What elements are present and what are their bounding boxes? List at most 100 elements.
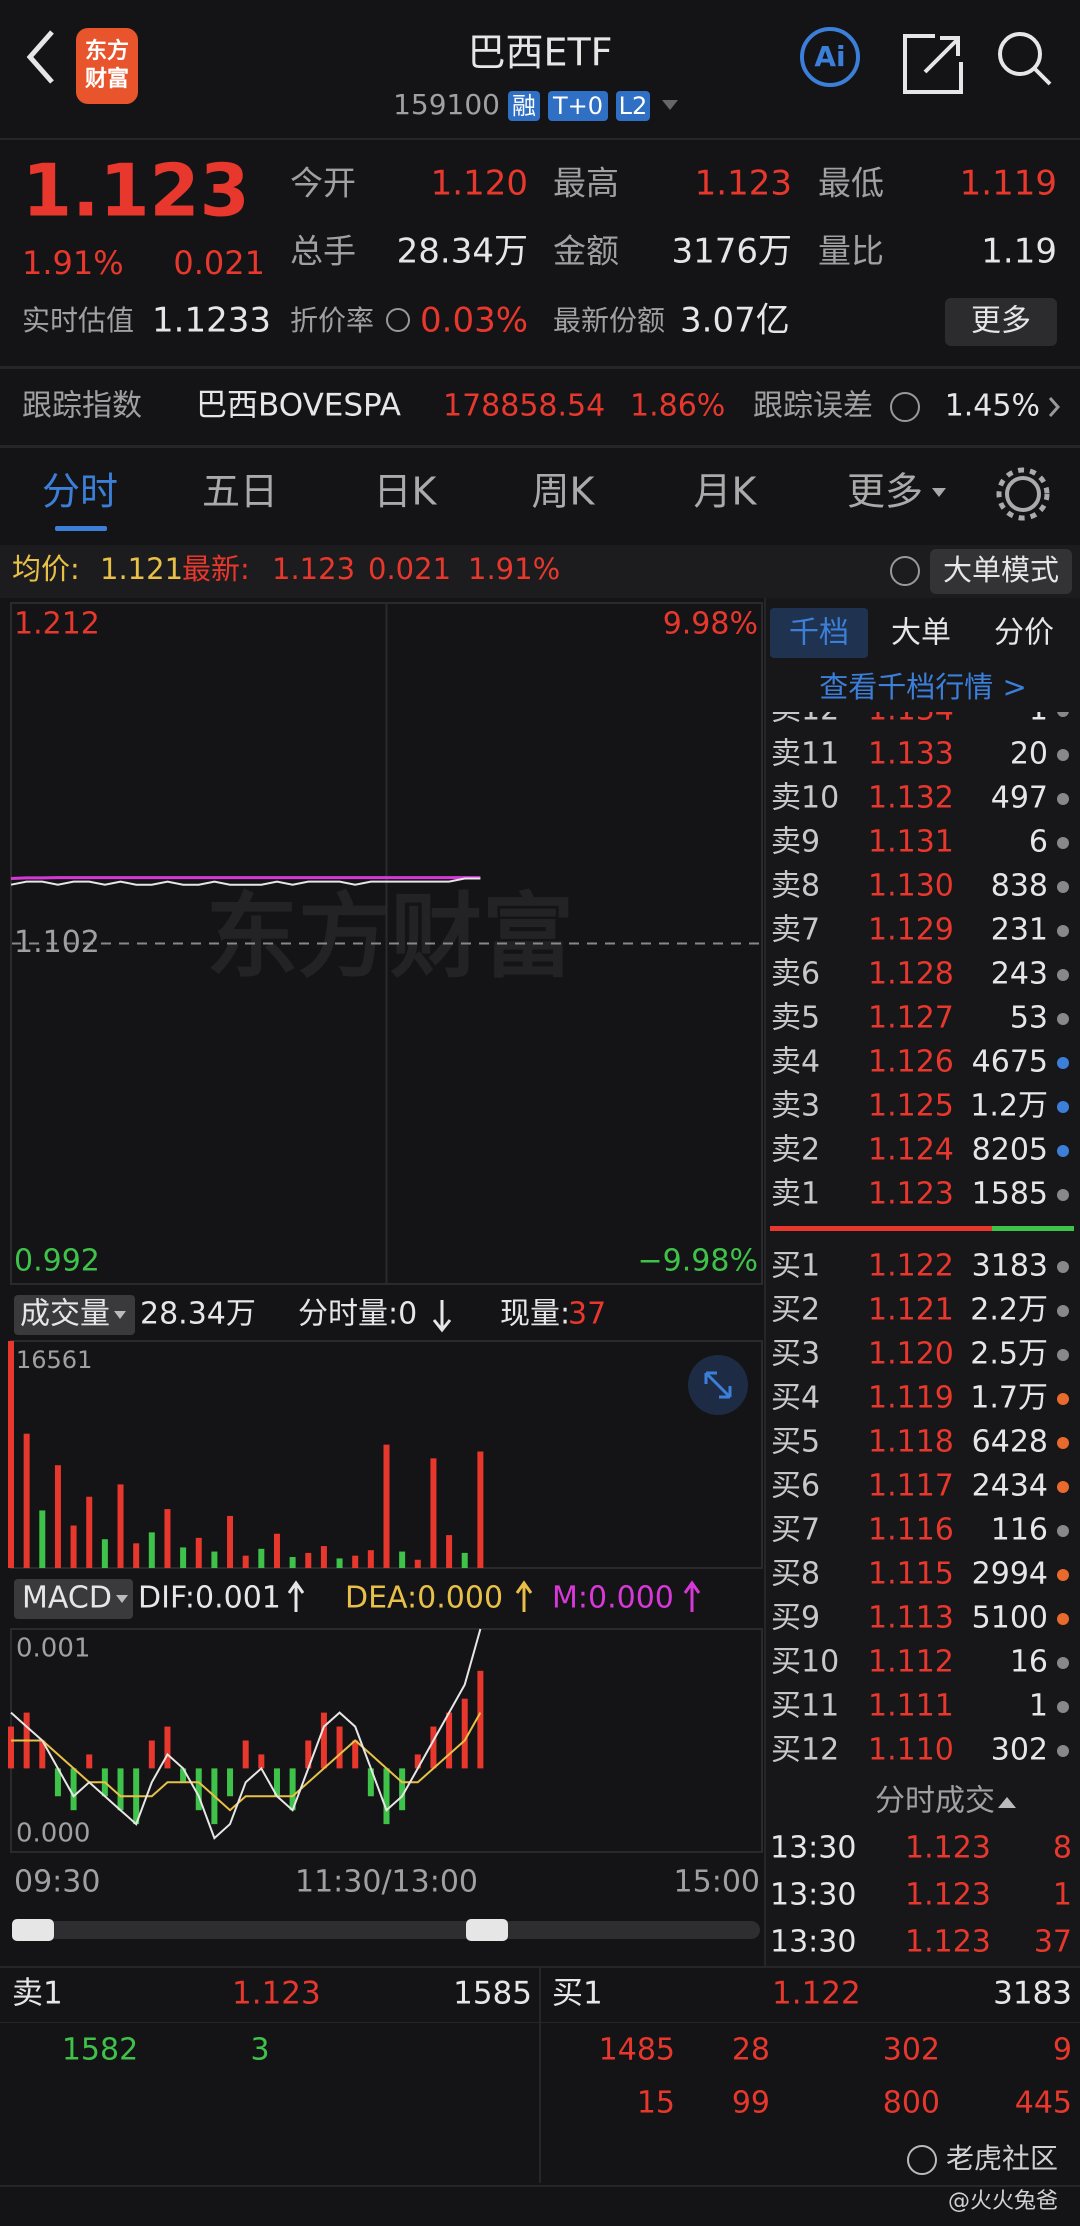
field-value: 0.03% [420, 301, 528, 341]
book-link[interactable]: 查看千档行情 > [819, 670, 1027, 704]
book-price: 1.120 [868, 1337, 954, 1372]
book-dot [1057, 1569, 1069, 1581]
logo-text: 东方 [85, 38, 129, 64]
book-price: 1.122 [868, 1249, 954, 1284]
tab[interactable]: 分时 [42, 470, 118, 514]
info-icon[interactable] [386, 308, 410, 332]
book-price: 1.132 [868, 781, 954, 816]
latest-percent: 1.91% [468, 552, 560, 586]
mode-button[interactable] [930, 549, 1072, 594]
trade-volume: 1 [1053, 1878, 1072, 1913]
book-level: 卖4 [771, 1045, 820, 1080]
book-volume: 3183 [972, 1249, 1048, 1284]
book-volume: 231 [991, 913, 1048, 948]
macd-bar [305, 1740, 312, 1769]
book-volume: 1.7万 [970, 1381, 1048, 1416]
book-price: 1.121 [868, 1293, 954, 1328]
slider-handle[interactable] [12, 1919, 54, 1941]
macd-bar [242, 1740, 249, 1769]
book-level: 卖6 [771, 957, 820, 992]
tracking-label: 跟踪误差 [753, 389, 873, 424]
book-level: 卖2 [771, 1133, 820, 1168]
book-price: 1.131 [868, 825, 954, 860]
more-button[interactable] [945, 298, 1057, 346]
settings-button[interactable] [1005, 476, 1041, 512]
tab[interactable]: 周K [532, 470, 596, 514]
tracking-value: 178858.54 [443, 389, 605, 424]
macd-bar [273, 1768, 280, 1797]
avg-line [10, 876, 481, 880]
volume-label: 成交量 [20, 1297, 110, 1332]
divider [539, 1968, 541, 2183]
ratio-bar-ask [770, 1226, 992, 1231]
back-button[interactable] [26, 30, 54, 84]
tab[interactable]: 日K [374, 470, 438, 514]
book-price: 1.127 [868, 1001, 954, 1036]
trade-price: 1.123 [905, 1925, 991, 1960]
book-volume: 497 [991, 781, 1048, 816]
book-volume: 53 [1010, 1001, 1048, 1036]
ai-button[interactable] [800, 27, 860, 87]
chevron[interactable] [1048, 397, 1061, 417]
field-label: 实时估值 [22, 304, 134, 337]
book-tab[interactable]: 千档 [789, 616, 849, 651]
macd-bar [320, 1712, 327, 1769]
field-label: 最低 [818, 164, 884, 203]
m-label: M:0.000 [552, 1581, 674, 1616]
trade-price: 1.123 [905, 1878, 991, 1913]
avg-label: 均价: [12, 552, 80, 586]
book-tab[interactable]: 分价 [994, 616, 1054, 651]
help-icon[interactable] [890, 556, 920, 586]
tag-box [548, 91, 608, 121]
tab[interactable]: 五日 [202, 470, 278, 514]
book-level: 买3 [771, 1337, 820, 1372]
volume-total: 28.34万 [140, 1297, 256, 1332]
order-panel [766, 598, 1080, 1968]
book-level: 卖12 [771, 693, 839, 728]
book-dot [1057, 969, 1069, 981]
dropdown-arrow[interactable] [932, 488, 946, 497]
macd-bar [367, 1768, 374, 1797]
volume-bar [39, 1510, 46, 1568]
book-dot [1057, 1189, 1069, 1201]
range-slider[interactable] [12, 1921, 760, 1939]
dropdown-arrow [116, 1595, 128, 1603]
minute-volume: 分时量:0 [298, 1297, 417, 1332]
book-level: 卖11 [771, 737, 839, 772]
book-dot [1057, 1145, 1069, 1157]
volume-bar [211, 1551, 218, 1568]
book-dot [1057, 749, 1069, 761]
slider-handle[interactable] [466, 1919, 508, 1941]
macd-bar [352, 1740, 359, 1769]
ai-label: Ai [814, 40, 845, 73]
volume-bar [289, 1557, 296, 1568]
change: 0.021 [173, 244, 265, 282]
volume-bar [70, 1525, 77, 1568]
dropdown-arrow[interactable] [662, 100, 678, 110]
tab[interactable]: 月K [694, 470, 758, 514]
y-tick-label: 1.102 [14, 925, 100, 960]
avg-value: 1.121 [100, 552, 183, 586]
book-price: 1.111 [868, 1689, 954, 1724]
volume-selector[interactable] [14, 1295, 135, 1335]
tag: L2 [619, 92, 648, 120]
app-logo [76, 28, 138, 104]
book-price: 1.128 [868, 957, 954, 992]
tab[interactable]: 更多 [847, 470, 923, 514]
divider [0, 366, 1080, 369]
volume-bar [367, 1550, 374, 1568]
field-label: 今开 [290, 164, 356, 203]
divider [0, 1966, 1080, 1968]
share-button[interactable] [903, 34, 963, 94]
queue-order: 9 [1053, 2033, 1072, 2068]
book-level: 买8 [771, 1557, 820, 1592]
help-icon[interactable] [890, 392, 920, 422]
search-button[interactable] [998, 32, 1042, 76]
book-volume: 5100 [972, 1601, 1048, 1636]
collapse-arrow[interactable] [998, 1797, 1016, 1808]
book-tab[interactable]: 大单 [891, 616, 951, 651]
indicator-selector[interactable] [14, 1579, 133, 1619]
macd-bar [383, 1768, 390, 1825]
divider [0, 445, 1080, 448]
info-bar [0, 545, 1080, 598]
